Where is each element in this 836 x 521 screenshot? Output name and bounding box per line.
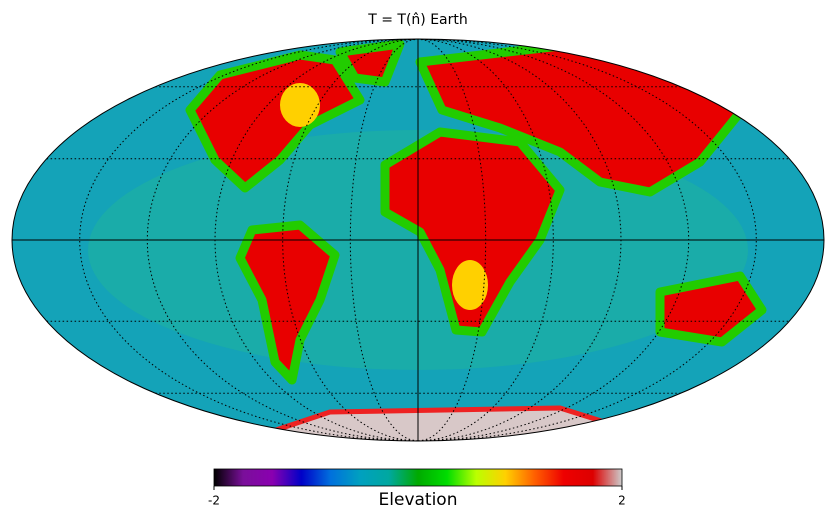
map [12,39,824,441]
colorbar [213,468,623,487]
south-america [235,220,340,385]
africa [380,127,565,337]
greenland [335,39,405,87]
map-border [11,38,825,442]
highland [452,260,488,310]
chart-title: T = T(n̂) Earth [367,12,468,28]
antarctica [264,405,639,441]
north-america [185,50,365,193]
colorbar-tick-label: 2 [618,494,626,508]
australia [655,271,767,347]
colorbar-tick-label: -2 [208,494,220,508]
colorbar-label: Elevation [379,490,458,510]
highland [280,83,320,127]
